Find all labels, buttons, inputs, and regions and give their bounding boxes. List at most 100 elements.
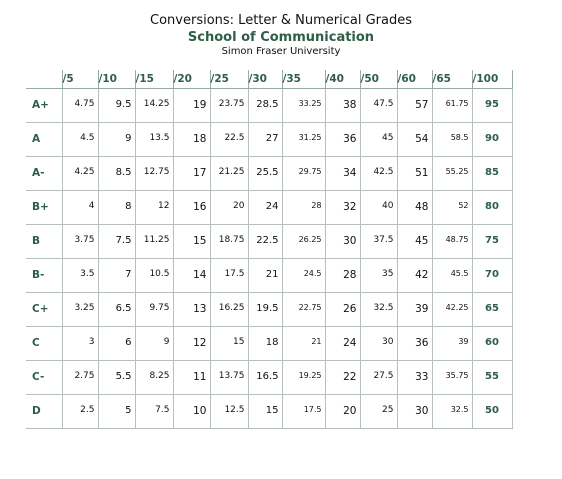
score-cell: 45.5 (431, 258, 472, 293)
score-cell: 12.75 (134, 156, 173, 191)
column-header: /50 (359, 70, 397, 89)
score-cell: 39 (396, 292, 432, 327)
score-cell: 4.25 (61, 156, 98, 191)
letter-grade-cell: C- (26, 360, 62, 395)
score-cell: 18 (172, 122, 210, 157)
column-header: /65 (431, 70, 472, 89)
score-cell: 3.25 (61, 292, 98, 327)
score-cell: 33 (396, 360, 432, 395)
score-cell: 32.5 (431, 394, 472, 429)
percent-cell: 55 (471, 360, 513, 395)
score-cell: 30 (359, 326, 397, 361)
score-cell: 9.75 (134, 292, 173, 327)
score-cell: 4.5 (61, 122, 98, 157)
percent-cell: 65 (471, 292, 513, 327)
letter-grade-cell: C+ (26, 292, 62, 327)
score-cell: 12.5 (209, 394, 248, 429)
score-cell: 2.75 (61, 360, 98, 395)
score-cell: 20 (209, 190, 248, 225)
score-cell: 16.5 (247, 360, 282, 395)
score-cell: 27.5 (359, 360, 397, 395)
score-cell: 29.75 (281, 156, 325, 191)
table-row: A 4.5 9 13.5 18 22.5 27 31.25 36 45 54 58.5 90 (26, 122, 513, 157)
letter-grade-cell: A- (26, 156, 62, 191)
score-cell: 36 (324, 122, 360, 157)
letter-grade-cell: A (26, 122, 62, 157)
score-cell: 47.5 (359, 88, 397, 123)
table-row: C+ 3.25 6.5 9.75 13 16.25 19.5 22.75 26 32.5 39 42.… (26, 292, 513, 327)
score-cell: 3.5 (61, 258, 98, 293)
score-cell: 45 (359, 122, 397, 157)
score-cell: 36 (396, 326, 432, 361)
university-name: Simon Fraser University (221, 46, 341, 57)
table-row: B+ 4 8 12 16 20 24 28 32 40 48 52 80 (26, 190, 513, 225)
percent-cell: 50 (471, 394, 513, 429)
column-header: /20 (172, 70, 210, 89)
table-row: B- 3.5 7 10.5 14 17.5 21 24.5 28 35 42 45.5 70 (26, 258, 513, 293)
score-cell: 32.5 (359, 292, 397, 327)
column-header-row: /5/10/15/20/25/30/35/40/50/60/65/100 (26, 70, 513, 89)
score-cell: 28 (281, 190, 325, 225)
score-cell: 3 (61, 326, 98, 361)
score-cell: 12 (134, 190, 173, 225)
score-cell: 28 (324, 258, 360, 293)
score-cell: 30 (396, 394, 432, 429)
letter-grade-cell: C (26, 326, 62, 361)
score-cell: 7.5 (134, 394, 173, 429)
score-cell: 6.5 (97, 292, 135, 327)
score-cell: 38 (324, 88, 360, 123)
score-cell: 27 (247, 122, 282, 157)
score-cell: 51 (396, 156, 432, 191)
score-cell: 37.5 (359, 224, 397, 259)
score-cell: 20 (324, 394, 360, 429)
score-cell: 21.25 (209, 156, 248, 191)
column-header: /25 (209, 70, 248, 89)
score-cell: 18 (247, 326, 282, 361)
score-cell: 55.25 (431, 156, 472, 191)
page-title: Conversions: Letter & Numerical Grades (150, 13, 412, 28)
score-cell: 15 (247, 394, 282, 429)
score-cell: 3.75 (61, 224, 98, 259)
percent-cell: 95 (471, 88, 513, 123)
score-cell: 9 (134, 326, 173, 361)
column-header: /40 (324, 70, 360, 89)
score-cell: 15 (172, 224, 210, 259)
percent-cell: 85 (471, 156, 513, 191)
score-cell: 7.5 (97, 224, 135, 259)
percent-cell: 90 (471, 122, 513, 157)
score-cell: 4.75 (61, 88, 98, 123)
score-cell: 2.5 (61, 394, 98, 429)
score-cell: 17.5 (281, 394, 325, 429)
score-cell: 8.5 (97, 156, 135, 191)
corner-cell (26, 70, 62, 89)
score-cell: 32 (324, 190, 360, 225)
table-row: A+ 4.75 9.5 14.25 19 23.75 28.5 33.25 38 47.5 57 61… (26, 88, 513, 123)
table-row: D 2.5 5 7.5 10 12.5 15 17.5 20 25 30 32.5 50 (26, 394, 513, 429)
letter-grade-cell: D (26, 394, 62, 429)
letter-grade-cell: B+ (26, 190, 62, 225)
score-cell: 10.5 (134, 258, 173, 293)
score-cell: 21 (281, 326, 325, 361)
column-header: /15 (134, 70, 173, 89)
score-cell: 42 (396, 258, 432, 293)
score-cell: 19 (172, 88, 210, 123)
score-cell: 58.5 (431, 122, 472, 157)
letter-grade-cell: A+ (26, 88, 62, 123)
score-cell: 30 (324, 224, 360, 259)
score-cell: 39 (431, 326, 472, 361)
score-cell: 14 (172, 258, 210, 293)
percent-cell: 80 (471, 190, 513, 225)
score-cell: 18.75 (209, 224, 248, 259)
grade-conversion-table: /5/10/15/20/25/30/35/40/50/60/65/100 A+ 4… (26, 70, 513, 429)
score-cell: 19.5 (247, 292, 282, 327)
table-row: A- 4.25 8.5 12.75 17 21.25 25.5 29.75 34 42.5 51 55… (26, 156, 513, 191)
score-cell: 13 (172, 292, 210, 327)
percent-cell: 75 (471, 224, 513, 259)
score-cell: 4 (61, 190, 98, 225)
score-cell: 7 (97, 258, 135, 293)
score-cell: 9.5 (97, 88, 135, 123)
score-cell: 16 (172, 190, 210, 225)
letter-grade-cell: B- (26, 258, 62, 293)
score-cell: 22.5 (247, 224, 282, 259)
score-cell: 28.5 (247, 88, 282, 123)
